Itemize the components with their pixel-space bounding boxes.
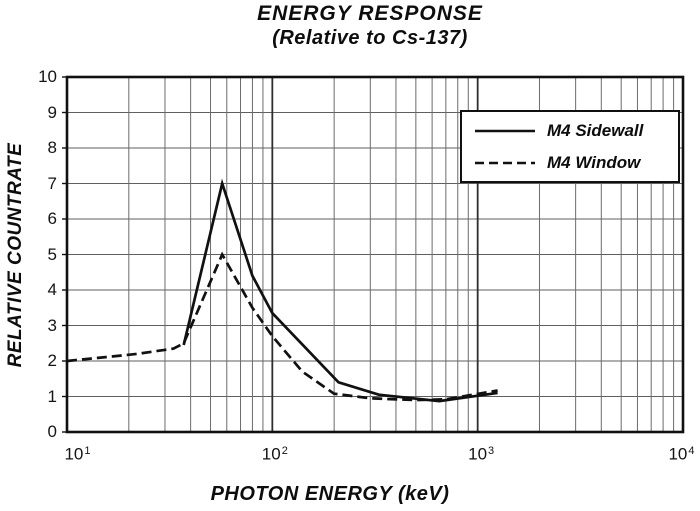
x-axis-title: PHOTON ENERGY (keV) xyxy=(210,483,450,505)
title-block: ENERGY RESPONSE (Relative to Cs-137) xyxy=(30,2,700,50)
y-tick-label: 5 xyxy=(47,244,57,264)
curve-m4-window xyxy=(66,251,498,402)
x-tick-label: 104 xyxy=(668,444,695,464)
x-tick-label: 103 xyxy=(468,444,495,464)
legend-dashed-line-sample xyxy=(475,161,535,165)
legend-label-m4-sidewall: M4 Sidewall xyxy=(547,121,644,140)
chart-subtitle: (Relative to Cs-137) xyxy=(272,27,468,49)
chart-title: ENERGY RESPONSE xyxy=(257,2,483,25)
y-tick-label: 10 xyxy=(38,67,57,87)
legend-label-m4-window: M4 Window xyxy=(547,153,641,172)
y-tick-label: 6 xyxy=(47,209,57,229)
legend-entry-sidewall: M4 Sidewall xyxy=(474,121,643,141)
plot-frame xyxy=(65,75,685,434)
x-tick-label: 102 xyxy=(261,444,288,464)
y-tick-label: 9 xyxy=(47,102,57,122)
y-tick-label: 8 xyxy=(47,138,57,158)
y-tick-label: 0 xyxy=(47,422,57,442)
legend-solid-line-sample xyxy=(475,129,535,133)
y-tick-label: 3 xyxy=(47,315,57,335)
y-tick-label: 4 xyxy=(47,280,57,300)
x-tick-label: 101 xyxy=(64,444,91,464)
y-tick-label: 7 xyxy=(47,173,57,193)
y-tick-label: 2 xyxy=(47,351,57,371)
legend-box: M4 Sidewall M4 Window xyxy=(460,110,680,183)
legend-entry-window: M4 Window xyxy=(474,153,640,173)
y-tick-label: 1 xyxy=(47,386,57,406)
curve-m4-sidewall xyxy=(182,178,498,403)
